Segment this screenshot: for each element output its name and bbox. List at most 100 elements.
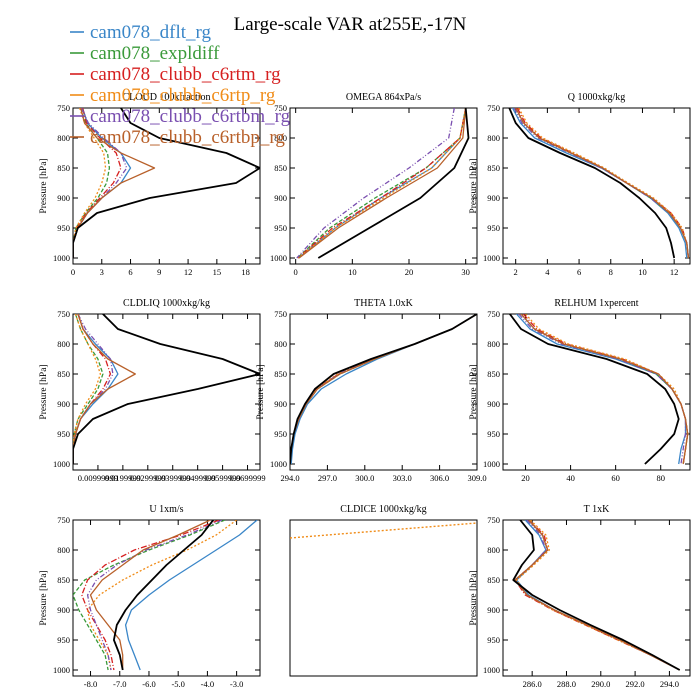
y-tick-label: 800	[57, 339, 70, 349]
y-tick-label: 900	[487, 193, 500, 203]
plot-frame	[289, 519, 478, 677]
x-tick-label: -4.0	[201, 679, 214, 689]
x-tick-label: 15	[213, 267, 222, 277]
y-tick-label: 800	[57, 545, 70, 555]
y-tick-label: 950	[487, 635, 500, 645]
x-tick-label: 12	[184, 267, 193, 277]
x-tick-label: 4	[545, 267, 550, 277]
series-line-2	[297, 108, 467, 259]
y-tick-label: 1000	[270, 253, 287, 263]
series-line-5	[73, 314, 136, 464]
series-line-5	[515, 108, 690, 259]
x-tick-label: 294.0	[280, 473, 299, 483]
x-tick-label: 0.00999999	[78, 473, 118, 483]
series-line-2	[516, 108, 690, 259]
panel-title: RELHUM 1xpercent	[554, 298, 638, 309]
series-line-black	[73, 314, 260, 464]
y-tick-label: 1000	[483, 459, 500, 469]
y-tick-label: 950	[487, 429, 500, 439]
plot-frame	[502, 519, 691, 677]
y-tick-label: 750	[274, 309, 287, 319]
y-tick-label: 950	[57, 429, 70, 439]
x-tick-label: 60	[611, 473, 620, 483]
y-tick-label: 950	[274, 429, 287, 439]
x-tick-label: 0.0499999	[180, 473, 216, 483]
y-tick-label: 1000	[483, 665, 500, 675]
series-line-3	[73, 108, 107, 258]
panel-title: T 1xK	[584, 504, 610, 515]
x-tick-label: 0.0299999	[130, 473, 166, 483]
x-tick-label: 8	[609, 267, 613, 277]
x-tick-label: 30	[461, 267, 470, 277]
x-tick-label: 0.0399999	[155, 473, 191, 483]
series-line-black	[317, 108, 470, 259]
y-tick-label: 800	[57, 133, 70, 143]
panel-title: CLOUD 100xfraction	[122, 92, 210, 103]
y-tick-label: 750	[487, 103, 500, 113]
x-tick-label: 292.0	[626, 679, 645, 689]
panel-1: OMEGA 864xPa/s 750 800 850 900 950 1000 0 10 20 30	[270, 92, 478, 277]
series-line-0	[124, 520, 258, 671]
figure-title: Large-scale VAR at255E,-17N	[234, 14, 467, 35]
y-tick-label: 1000	[53, 665, 70, 675]
y-tick-label: 1000	[53, 253, 70, 263]
series-line-1	[515, 108, 690, 259]
plot-frame	[72, 107, 261, 265]
y-tick-label: 950	[274, 223, 287, 233]
legend-item: cam078_clubb_c6rtbm_rg	[70, 106, 291, 127]
series-line-0	[290, 314, 477, 465]
panel-title: CLDLIQ 1000xkg/kg	[123, 298, 210, 309]
legend-item: cam078_clubb_c6rtp_rg	[70, 85, 276, 106]
x-tick-label: 2	[514, 267, 518, 277]
panel-title: Q 1000xkg/kg	[568, 92, 626, 103]
series-line-2	[73, 108, 122, 258]
series-line-3	[73, 314, 102, 464]
y-axis-label: Pressure [hPa]	[256, 364, 266, 419]
y-tick-label: 900	[487, 399, 500, 409]
x-tick-label: 286.0	[523, 679, 542, 689]
y-tick-label: 800	[274, 133, 287, 143]
y-tick-label: 900	[57, 605, 70, 615]
y-tick-label: 750	[487, 309, 500, 319]
series-line-3	[86, 520, 237, 671]
x-tick-label: 20	[521, 473, 530, 483]
y-tick-label: 750	[487, 515, 500, 525]
series-line-0	[511, 108, 688, 259]
series-line-5	[89, 520, 211, 670]
y-tick-label: 950	[57, 635, 70, 645]
series-line-4	[296, 108, 455, 259]
x-tick-label: -6.0	[142, 679, 155, 689]
panel-7: CLDICE 1000xkg/kg	[289, 504, 478, 677]
series-line-3	[518, 108, 690, 259]
legend-item: cam078_clubb_c6rtm_rg	[70, 64, 281, 85]
y-tick-label: 750	[57, 515, 70, 525]
x-tick-label: 10	[638, 267, 647, 277]
series-line-black	[512, 520, 681, 671]
panel-title: OMEGA 864xPa/s	[346, 92, 421, 103]
series-line-black	[508, 108, 676, 259]
y-axis-label: Pressure [hPa]	[39, 570, 49, 625]
y-tick-label: 950	[487, 223, 500, 233]
y-tick-label: 900	[274, 399, 287, 409]
x-tick-label: -5.0	[171, 679, 184, 689]
series-line-3	[290, 522, 477, 539]
y-tick-label: 800	[487, 133, 500, 143]
series-line-black	[73, 108, 260, 258]
series-group	[73, 314, 260, 464]
x-tick-label: 290.0	[591, 679, 610, 689]
x-tick-label: 300.0	[355, 473, 374, 483]
y-axis-label: Pressure [hPa]	[469, 570, 479, 625]
series-group	[73, 520, 258, 671]
series-line-5	[290, 314, 477, 465]
plot-frame	[72, 519, 261, 677]
y-tick-label: 750	[274, 103, 287, 113]
legend-item: cam078_expldiff	[70, 43, 220, 64]
series-group	[290, 314, 477, 465]
panel-2: Q 1000xkg/kg Pressure [hPa] 750 800 850 900 95…	[469, 92, 691, 277]
y-tick-label: 1000	[483, 253, 500, 263]
x-tick-label: 0.0599999	[205, 473, 241, 483]
series-line-4	[514, 520, 680, 671]
series-line-1	[520, 314, 689, 465]
x-tick-label: 0	[294, 267, 298, 277]
